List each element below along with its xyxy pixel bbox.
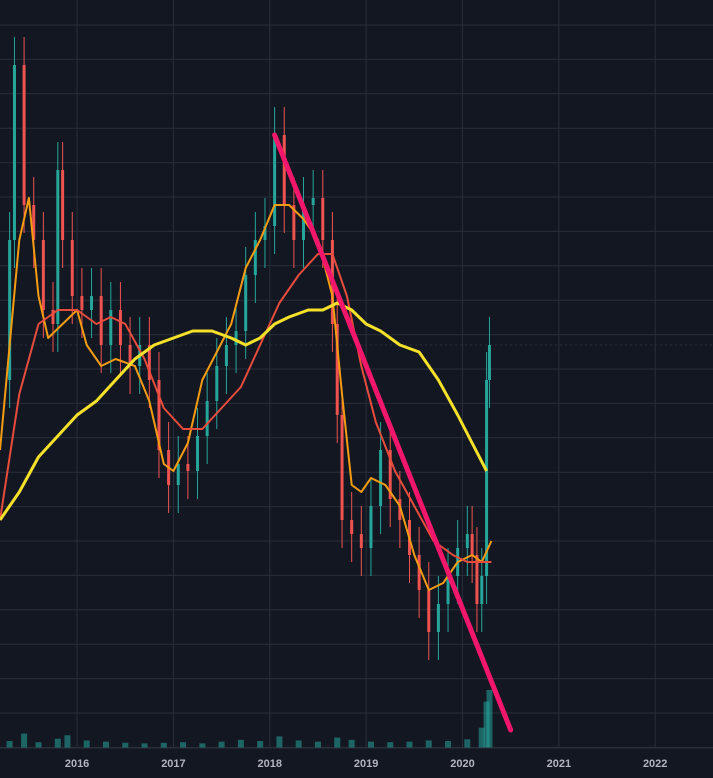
price-candle [205, 401, 209, 436]
price-candle [292, 205, 296, 240]
volume-bar [464, 739, 471, 748]
volume-bar [83, 740, 90, 748]
price-candle [398, 499, 402, 520]
volume-bar [160, 742, 167, 748]
volume-bar [334, 737, 341, 748]
price-candle [335, 324, 339, 415]
volume-bar [295, 740, 302, 748]
volume-bar [314, 741, 321, 748]
price-candle [90, 296, 94, 310]
price-candle [56, 170, 60, 324]
price-candle [244, 275, 248, 331]
volume-bar [141, 743, 148, 748]
volume-bar [486, 690, 493, 748]
volume-bar [54, 738, 61, 748]
price-candle [446, 576, 450, 604]
price-candle [147, 345, 151, 380]
volume-bar [35, 742, 42, 748]
moving-average-line [0, 301, 488, 521]
price-candle [487, 345, 491, 380]
price-candle [32, 205, 36, 240]
volume-bar [199, 743, 206, 748]
price-candle [109, 310, 113, 345]
price-candle [22, 65, 26, 205]
price-candle [436, 604, 440, 632]
price-candle [215, 366, 219, 401]
price-candle [80, 296, 84, 310]
price-candle [51, 310, 55, 324]
price-candle [196, 436, 200, 471]
price-candle [273, 135, 277, 226]
grid [0, 0, 713, 748]
price-candle [427, 590, 431, 632]
price-candle [311, 198, 315, 205]
price-candle [61, 170, 65, 240]
volume-bars [6, 690, 493, 748]
price-candle [302, 205, 306, 240]
volume-bar [180, 742, 187, 748]
volume-bar [478, 727, 485, 748]
volume-bar [6, 741, 13, 748]
trendline [272, 132, 514, 733]
price-candle [128, 345, 132, 366]
price-candle [465, 534, 469, 548]
price-candle [70, 240, 74, 296]
trendlines [272, 132, 514, 733]
x-tick-label: 2021 [547, 758, 571, 770]
price-candle [253, 240, 257, 275]
x-axis: 2016 2017 2018 2019 2020 2021 2022 [0, 747, 713, 770]
volume-bar [237, 739, 244, 748]
volume-bar [387, 742, 394, 748]
price-candle [475, 555, 479, 604]
price-candle [417, 555, 421, 590]
price-candle [485, 380, 489, 576]
volume-bar [102, 741, 109, 748]
price-candle [224, 345, 228, 366]
x-tick-label: 2022 [643, 758, 667, 770]
price-candle [8, 240, 12, 380]
price-candle [282, 135, 286, 205]
price-candle [340, 415, 344, 520]
volume-bar [122, 742, 129, 748]
price-candle [186, 464, 190, 471]
x-tick-label: 2016 [65, 758, 89, 770]
price-candle [234, 331, 238, 345]
price-candle [176, 464, 180, 485]
moving-average-line [0, 197, 493, 591]
price-candle [321, 198, 325, 240]
price-candle [263, 226, 267, 240]
volume-bar [406, 741, 413, 748]
price-candle [359, 534, 363, 548]
volume-bar [257, 741, 264, 748]
price-candle [157, 380, 161, 450]
x-tick-label: 2018 [258, 758, 282, 770]
volume-bar [218, 741, 225, 748]
price-candle [470, 534, 474, 555]
price-candle [41, 240, 45, 310]
x-tick-label: 2017 [161, 758, 185, 770]
volume-bar [425, 740, 432, 748]
price-series [8, 37, 491, 660]
moving-averages [0, 197, 493, 591]
price-candle [99, 296, 103, 345]
price-candle [480, 576, 484, 604]
x-tick-label: 2020 [450, 758, 474, 770]
volume-bar [348, 739, 355, 748]
price-candle [12, 65, 16, 240]
price-candle [118, 310, 122, 345]
moving-average-line [0, 253, 492, 563]
x-tick-label: 2019 [354, 758, 378, 770]
price-candle [379, 450, 383, 506]
price-candle [388, 450, 392, 499]
volume-bar [21, 733, 28, 748]
volume-bar [276, 736, 283, 748]
volume-bar [64, 735, 71, 748]
volume-bar [445, 741, 452, 748]
price-candle [350, 520, 354, 534]
price-candle [369, 506, 373, 548]
volume-bar [367, 741, 374, 748]
